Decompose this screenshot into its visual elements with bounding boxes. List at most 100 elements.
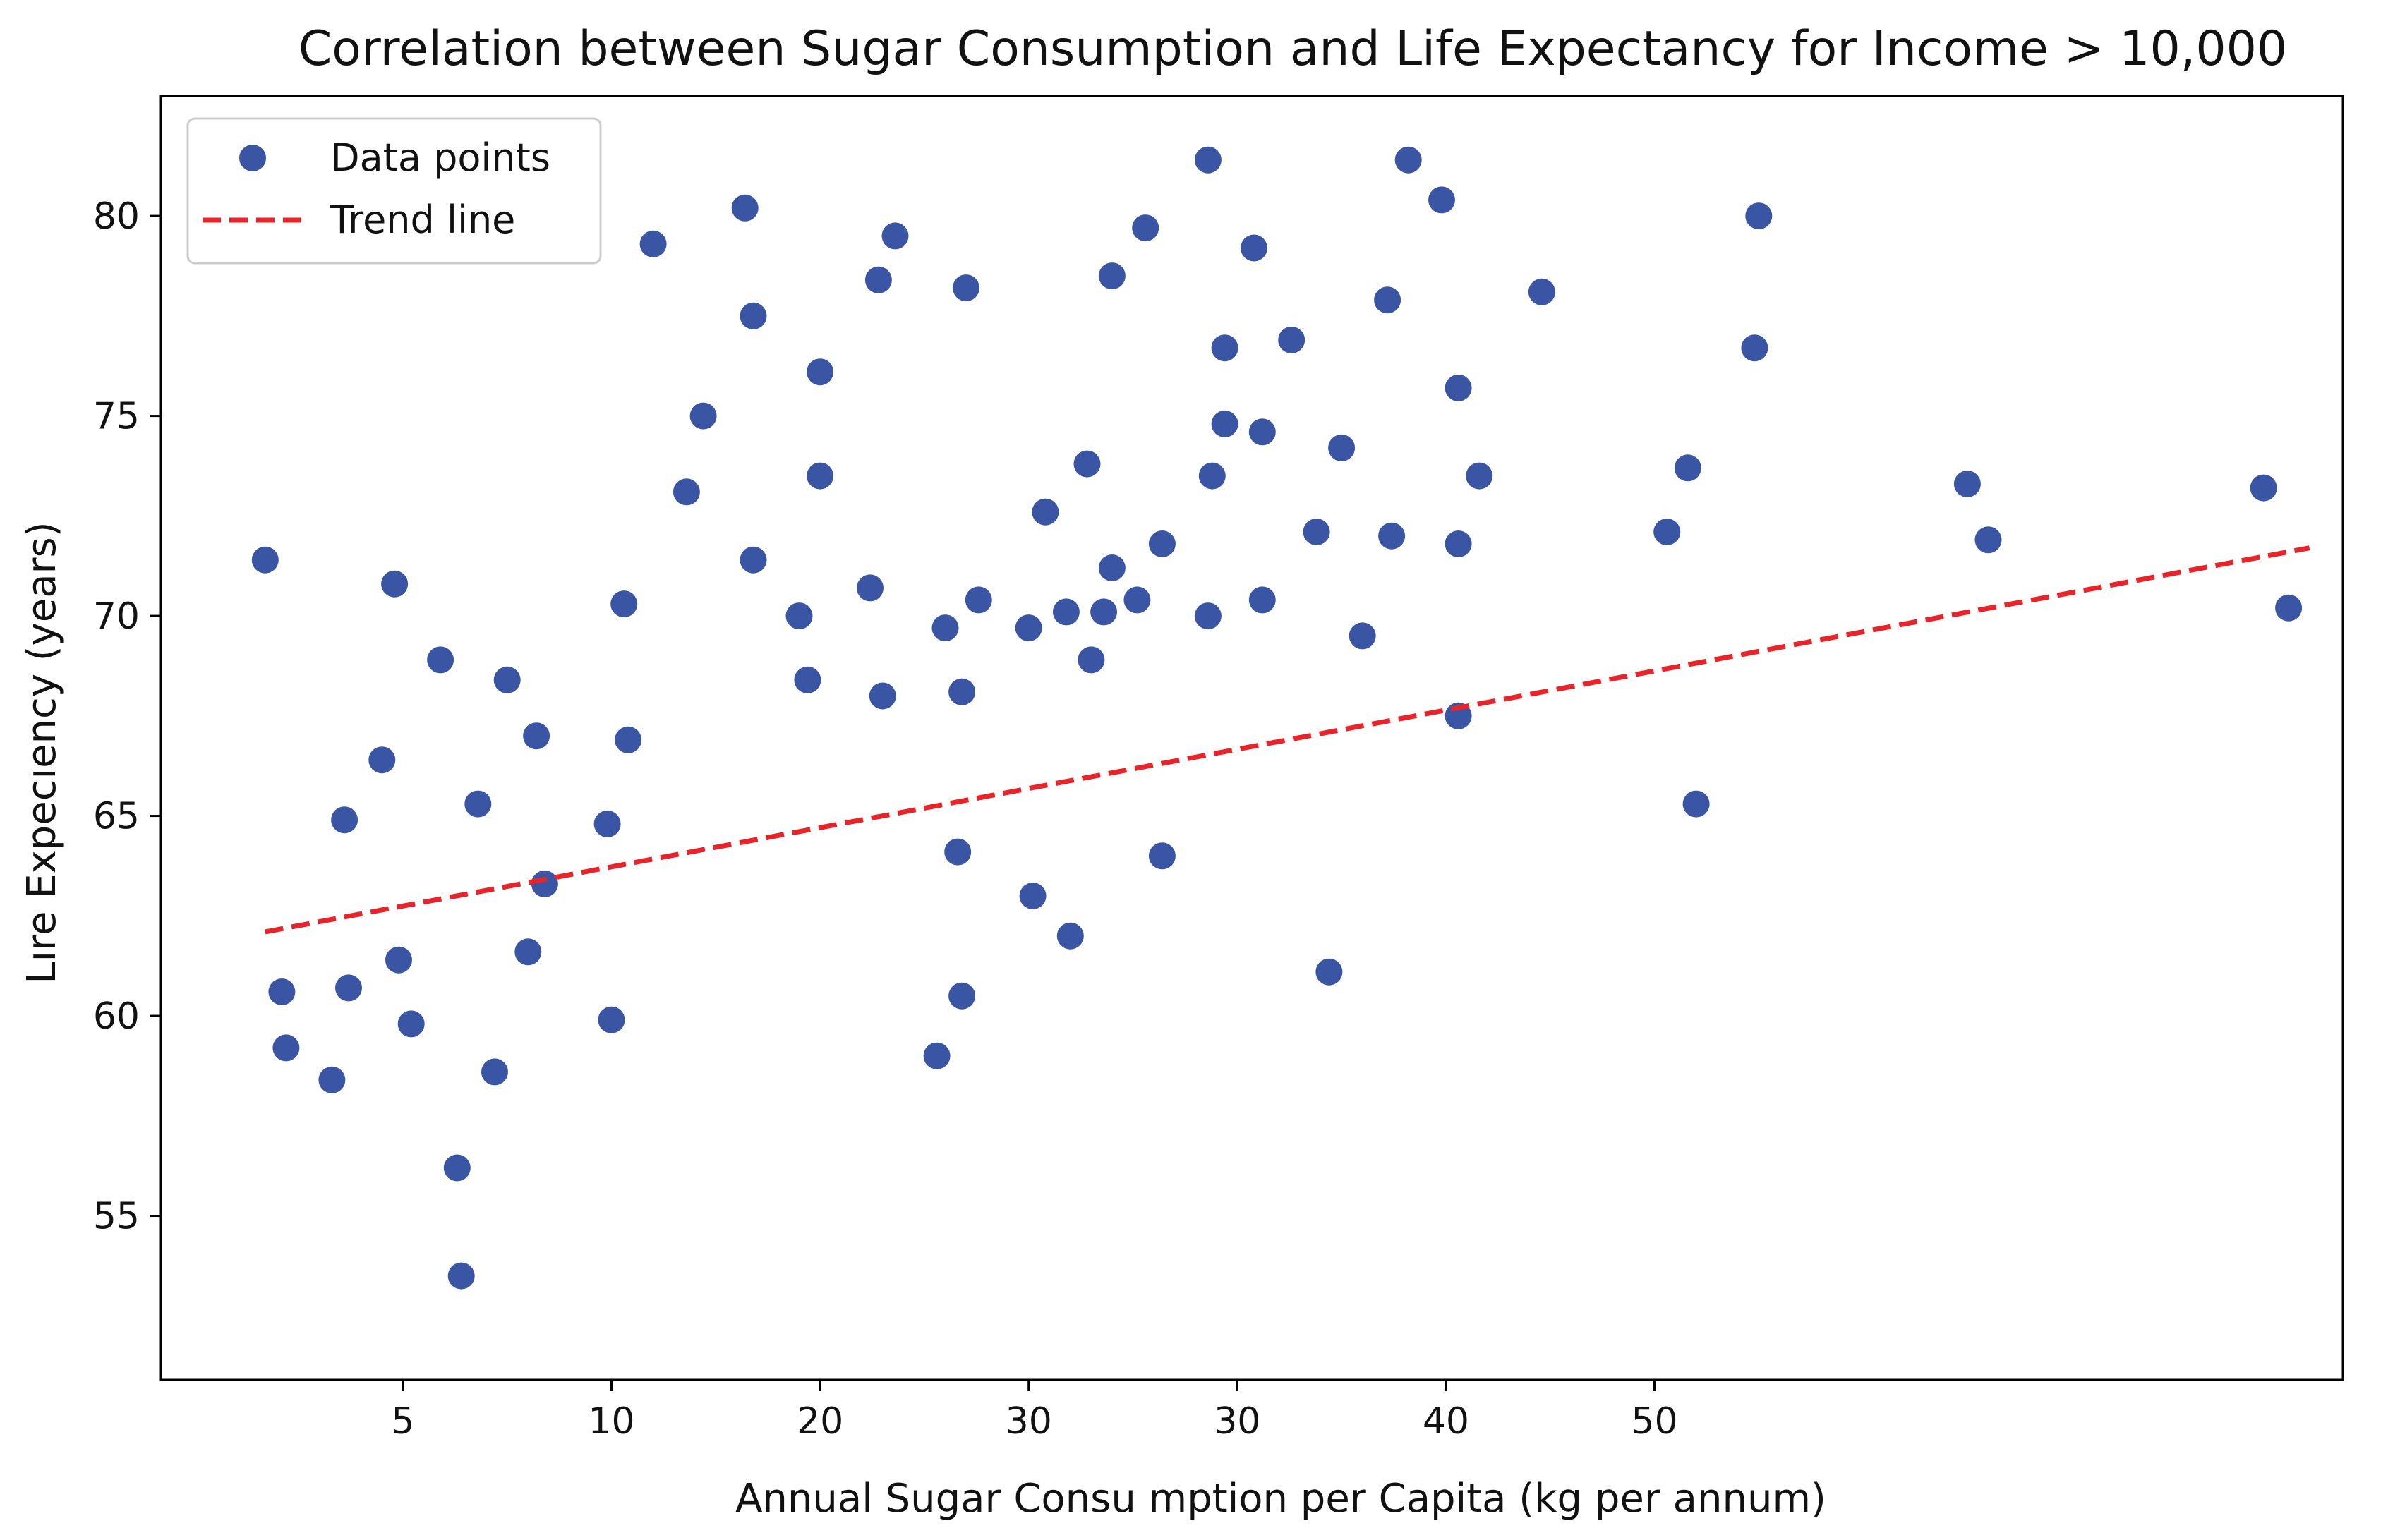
- data-point: [593, 810, 621, 837]
- data-point: [1953, 471, 1981, 497]
- data-point: [2275, 594, 2303, 622]
- data-point: [443, 1154, 471, 1182]
- data-point: [807, 462, 834, 490]
- data-point: [864, 266, 892, 293]
- data-point: [1248, 418, 1276, 446]
- x-tick-label: 50: [1631, 1400, 1677, 1443]
- data-point: [1098, 262, 1126, 290]
- data-point: [1019, 883, 1047, 909]
- legend-label-data-points: Data points: [330, 135, 550, 180]
- data-point: [1211, 334, 1238, 362]
- legend: Data points Trend line: [186, 117, 602, 265]
- data-point: [869, 682, 896, 710]
- y-tick-label: 80: [93, 195, 140, 238]
- data-point: [381, 570, 409, 598]
- y-tick-label: 60: [93, 995, 140, 1038]
- data-point: [1078, 646, 1105, 674]
- data-point: [385, 946, 412, 974]
- data-point: [1394, 146, 1422, 174]
- data-point: [272, 1034, 300, 1062]
- legend-marker-data-points: [239, 145, 266, 171]
- data-point: [531, 870, 558, 897]
- data-point: [397, 1010, 425, 1038]
- data-point: [1148, 530, 1176, 557]
- data-point: [1445, 530, 1472, 557]
- data-points-group: [251, 146, 2303, 1290]
- data-point: [1090, 598, 1118, 626]
- data-point: [2250, 474, 2277, 502]
- data-point: [931, 614, 959, 642]
- data-point: [948, 678, 976, 705]
- data-point: [1378, 522, 1406, 550]
- data-point: [1032, 498, 1059, 526]
- data-point: [1015, 614, 1042, 642]
- y-tick-label: 55: [93, 1196, 140, 1238]
- data-point: [794, 666, 821, 693]
- data-point: [523, 722, 550, 750]
- data-point: [1445, 374, 1472, 401]
- data-point: [923, 1042, 951, 1069]
- data-point: [331, 806, 358, 834]
- data-point: [1653, 519, 1681, 545]
- x-axis-label: Annual Sugar Consu mption per Capita (kg…: [735, 1476, 1826, 1522]
- data-point: [1194, 602, 1222, 630]
- data-point: [1194, 146, 1222, 174]
- data-point: [953, 274, 979, 302]
- data-point: [1098, 554, 1126, 581]
- data-point: [335, 974, 362, 1002]
- data-point: [615, 726, 642, 753]
- data-point: [1073, 450, 1101, 478]
- data-point: [807, 358, 834, 386]
- data-point: [251, 546, 279, 574]
- x-tick-label: 10: [588, 1400, 634, 1443]
- data-point: [785, 602, 813, 630]
- y-axis-label: Lıre Expecıency (years): [19, 521, 65, 983]
- data-point: [740, 302, 767, 329]
- data-point: [1428, 186, 1455, 214]
- data-point: [1674, 454, 1701, 482]
- data-point: [673, 478, 700, 506]
- data-point: [1278, 326, 1305, 353]
- data-point: [598, 1006, 625, 1033]
- data-point: [1349, 622, 1376, 650]
- data-point: [857, 574, 884, 602]
- data-point: [1132, 214, 1159, 242]
- data-point: [1682, 790, 1710, 818]
- x-tick-label: 40: [1423, 1400, 1469, 1443]
- x-tick-label: 30: [1214, 1400, 1260, 1443]
- y-axis: 55 60 65 70 75 80: [93, 195, 161, 1238]
- data-point: [318, 1066, 346, 1093]
- chart-title: Correlation between Sugar Consumption an…: [298, 21, 2287, 77]
- data-point: [881, 222, 909, 250]
- data-point: [740, 546, 767, 574]
- data-point: [464, 790, 492, 818]
- y-tick-label: 70: [93, 595, 140, 638]
- data-point: [1248, 586, 1276, 614]
- data-point: [1974, 526, 2002, 554]
- data-point: [639, 230, 667, 257]
- data-point: [1148, 842, 1176, 870]
- data-point: [1315, 958, 1343, 986]
- trend-line: [265, 545, 2310, 935]
- data-point: [610, 590, 638, 618]
- y-tick-label: 65: [93, 796, 140, 838]
- data-point: [1528, 278, 1555, 305]
- data-point: [1745, 202, 1773, 230]
- data-point: [481, 1058, 508, 1086]
- x-axis: 5 10 20 30 30 40 50: [391, 1380, 1678, 1443]
- data-point: [268, 978, 296, 1005]
- x-tick-label: 30: [1006, 1400, 1052, 1443]
- data-point: [689, 402, 717, 430]
- data-point: [514, 938, 542, 966]
- data-point: [1211, 410, 1238, 437]
- data-point: [1466, 462, 1493, 490]
- data-point: [1056, 922, 1084, 950]
- data-point: [1374, 286, 1401, 314]
- data-point: [948, 982, 976, 1010]
- data-point: [1123, 586, 1151, 614]
- data-point: [493, 666, 521, 693]
- data-point: [944, 838, 972, 866]
- data-point: [1303, 519, 1330, 545]
- data-point: [1241, 234, 1267, 262]
